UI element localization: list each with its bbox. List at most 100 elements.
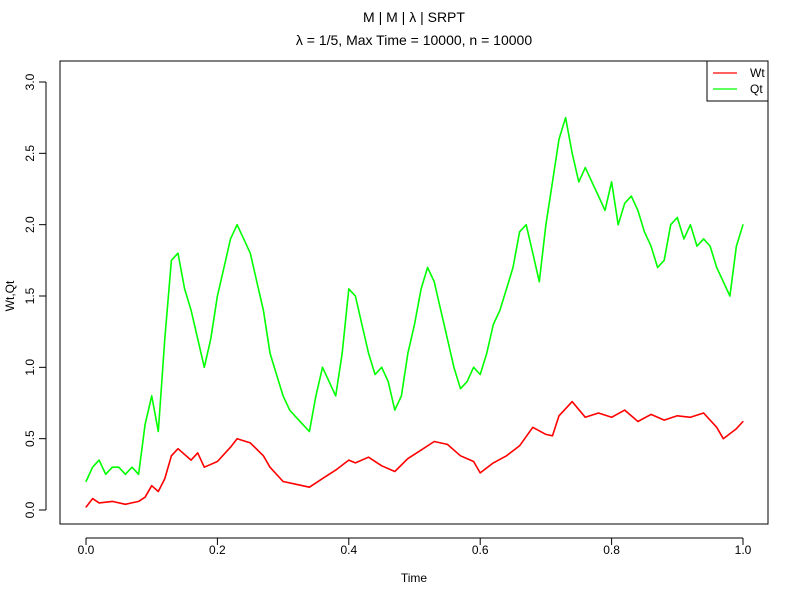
data-point-wt bbox=[505, 455, 508, 457]
data-point-qt bbox=[197, 338, 199, 340]
data-point-qt bbox=[190, 309, 192, 311]
data-point-wt bbox=[92, 498, 94, 500]
y-tick-label: 1.5 bbox=[23, 287, 37, 304]
data-point-qt bbox=[440, 309, 442, 311]
data-point-qt bbox=[328, 381, 330, 383]
data-point-qt bbox=[637, 209, 639, 211]
data-point-qt bbox=[735, 245, 738, 247]
x-tick-label: 0.4 bbox=[340, 543, 357, 557]
series-line-wt bbox=[85, 400, 744, 508]
data-point-qt bbox=[499, 309, 501, 311]
data-point-wt bbox=[269, 466, 271, 468]
data-point-wt bbox=[624, 409, 626, 411]
data-point-wt bbox=[124, 503, 126, 505]
data-point-qt bbox=[696, 245, 698, 247]
legend-box bbox=[706, 60, 769, 102]
data-point-wt bbox=[236, 438, 238, 440]
data-point-qt bbox=[282, 395, 284, 397]
data-point-qt bbox=[466, 381, 468, 383]
data-point-qt bbox=[538, 281, 540, 283]
y-tick-label: 0.5 bbox=[23, 430, 37, 447]
legend-label-wt: Wt bbox=[750, 66, 765, 80]
data-point-wt bbox=[676, 415, 678, 417]
data-point-qt bbox=[413, 323, 416, 326]
data-point-qt bbox=[302, 423, 304, 425]
data-point-qt bbox=[341, 352, 343, 354]
data-point-qt bbox=[289, 409, 291, 411]
data-point-wt bbox=[144, 496, 146, 498]
data-point-qt bbox=[92, 466, 94, 468]
data-point-wt bbox=[473, 460, 475, 463]
data-point-wt bbox=[98, 502, 100, 504]
data-point-qt bbox=[394, 409, 396, 411]
data-point-qt bbox=[446, 338, 448, 340]
data-point-wt bbox=[190, 459, 192, 461]
data-point-qt bbox=[387, 381, 389, 383]
data-point-qt bbox=[151, 395, 153, 397]
legend: Wt Qt bbox=[706, 60, 769, 102]
data-point-wt bbox=[229, 446, 232, 448]
data-point-wt bbox=[138, 500, 140, 502]
data-point-qt bbox=[420, 288, 422, 290]
data-point-qt bbox=[111, 466, 113, 468]
data-point-qt bbox=[703, 238, 705, 240]
data-point-wt bbox=[381, 465, 383, 467]
data-point-qt bbox=[505, 288, 508, 290]
data-point-qt bbox=[591, 181, 593, 183]
data-point-qt bbox=[381, 366, 383, 368]
data-point-wt bbox=[551, 435, 554, 437]
data-point-wt bbox=[164, 478, 166, 480]
data-point-wt bbox=[335, 469, 337, 471]
data-point-wt bbox=[650, 413, 652, 415]
data-point-wt bbox=[420, 449, 422, 451]
data-point-qt bbox=[308, 430, 310, 433]
data-point-qt bbox=[433, 281, 435, 283]
data-point-wt bbox=[597, 412, 600, 414]
data-point-wt bbox=[703, 412, 705, 414]
data-point-qt bbox=[184, 288, 186, 290]
data-point-qt bbox=[453, 366, 455, 368]
data-point-qt bbox=[170, 259, 172, 261]
data-point-wt bbox=[519, 445, 521, 447]
data-point-wt bbox=[170, 455, 172, 457]
data-point-wt bbox=[157, 490, 159, 493]
data-point-qt bbox=[473, 366, 475, 368]
data-point-qt bbox=[229, 238, 232, 240]
data-point-qt bbox=[525, 224, 527, 226]
data-point-qt bbox=[459, 388, 462, 390]
x-tick-label: 0.6 bbox=[472, 543, 489, 557]
data-point-wt bbox=[111, 500, 113, 502]
data-point-qt bbox=[551, 181, 554, 183]
data-point-qt bbox=[177, 252, 179, 254]
data-point-wt bbox=[177, 448, 179, 450]
data-point-wt bbox=[407, 458, 409, 460]
data-point-qt bbox=[98, 459, 100, 461]
data-point-qt bbox=[367, 352, 370, 354]
data-point-wt bbox=[367, 456, 370, 458]
data-point-qt bbox=[144, 423, 146, 425]
chart-title: M | M | λ | SRPT bbox=[363, 9, 465, 25]
data-point-qt bbox=[571, 152, 573, 154]
data-point-wt bbox=[394, 470, 396, 473]
data-point-wt bbox=[584, 416, 586, 418]
data-point-wt bbox=[348, 459, 350, 461]
data-point-qt bbox=[624, 202, 626, 204]
data-point-wt bbox=[85, 506, 87, 508]
data-point-wt bbox=[611, 416, 613, 418]
data-point-wt bbox=[203, 466, 205, 468]
data-point-qt bbox=[630, 195, 632, 197]
series-layer bbox=[85, 116, 744, 508]
data-point-qt bbox=[249, 252, 251, 254]
data-point-qt bbox=[604, 209, 606, 211]
data-point-wt bbox=[446, 443, 448, 445]
data-point-qt bbox=[348, 288, 350, 290]
data-point-qt bbox=[118, 466, 120, 468]
data-point-wt bbox=[722, 438, 724, 440]
data-point-qt bbox=[597, 195, 600, 197]
data-point-qt bbox=[545, 224, 547, 226]
data-point-qt bbox=[492, 323, 494, 326]
data-point-qt bbox=[236, 224, 238, 226]
legend-label-qt: Qt bbox=[750, 82, 763, 96]
data-point-qt bbox=[650, 245, 652, 247]
data-point-qt bbox=[676, 216, 678, 219]
